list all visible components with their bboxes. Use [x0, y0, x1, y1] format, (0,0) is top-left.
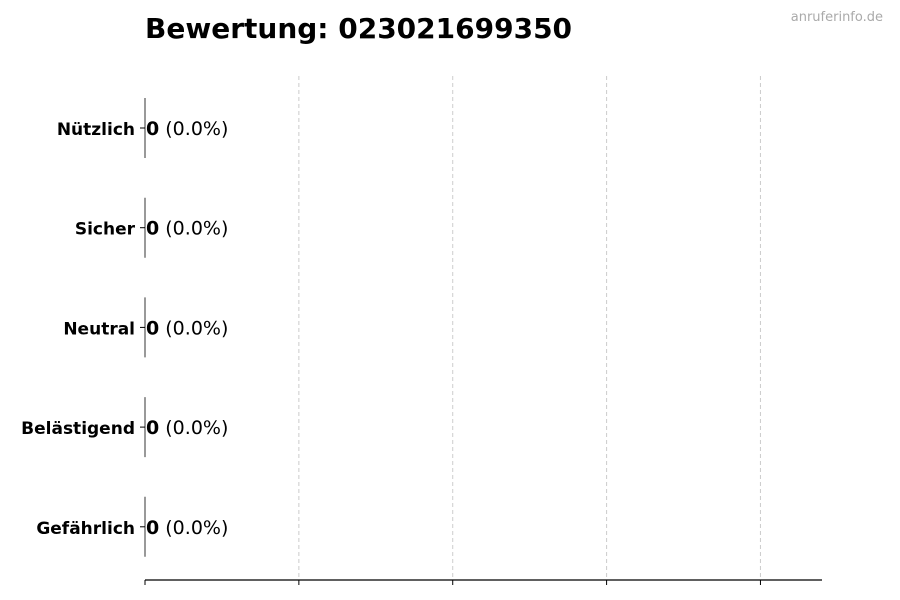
- data-label: 0 (0.0%): [146, 417, 228, 439]
- y-tick-label: Nützlich: [57, 120, 135, 140]
- data-label-value: 0: [146, 118, 159, 140]
- data-label-percent: (0.0%): [159, 218, 228, 240]
- data-label-value: 0: [146, 317, 159, 339]
- y-tick-label: Belästigend: [21, 419, 135, 439]
- y-tick-label: Gefährlich: [36, 519, 135, 539]
- data-label-percent: (0.0%): [159, 517, 228, 539]
- watermark: anruferinfo.de: [790, 10, 883, 25]
- data-label: 0 (0.0%): [146, 517, 228, 539]
- data-label-percent: (0.0%): [159, 417, 228, 439]
- data-label: 0 (0.0%): [146, 118, 228, 140]
- chart-title: Bewertung: 023021699350: [145, 12, 573, 45]
- data-label-value: 0: [146, 417, 159, 439]
- data-label-percent: (0.0%): [159, 317, 228, 339]
- data-label: 0 (0.0%): [146, 317, 228, 339]
- data-label-value: 0: [146, 218, 159, 240]
- y-tick-label: Neutral: [63, 319, 135, 339]
- y-tick-label: Sicher: [75, 220, 136, 240]
- data-label-value: 0: [146, 517, 159, 539]
- data-label-percent: (0.0%): [159, 118, 228, 140]
- data-label: 0 (0.0%): [146, 218, 228, 240]
